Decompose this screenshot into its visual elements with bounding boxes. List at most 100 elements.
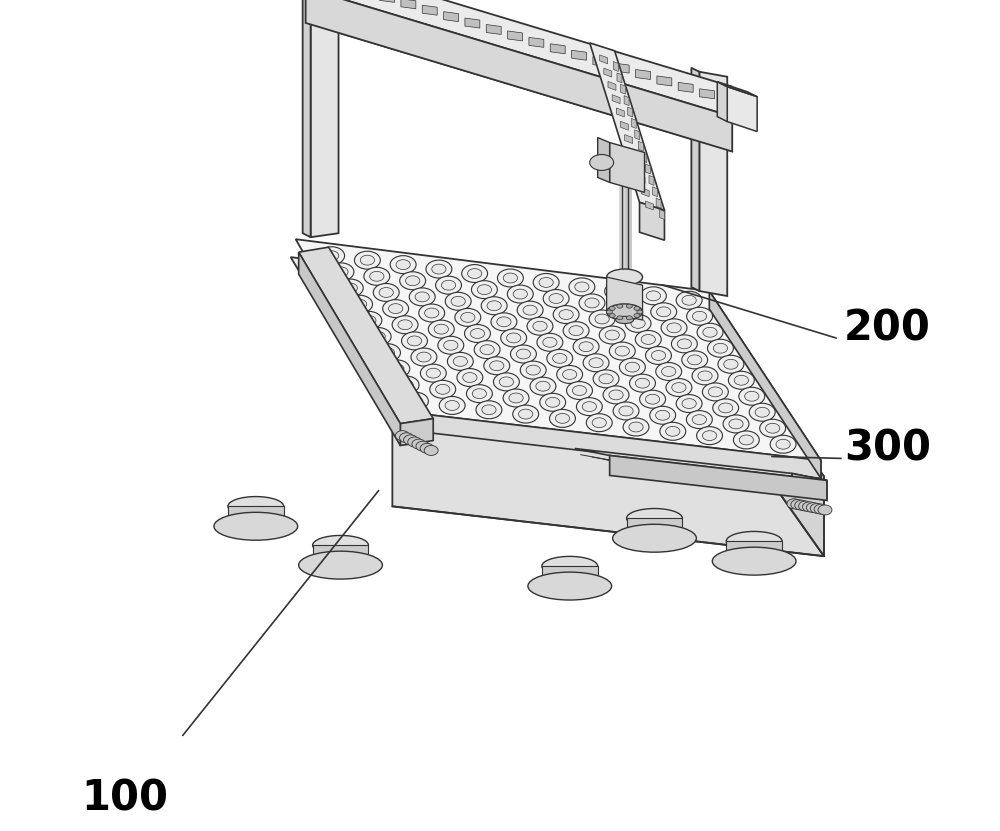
Polygon shape <box>678 82 693 92</box>
Polygon shape <box>590 43 664 210</box>
Ellipse shape <box>635 331 661 348</box>
Ellipse shape <box>607 269 643 285</box>
Polygon shape <box>640 202 664 240</box>
Polygon shape <box>607 277 643 320</box>
Ellipse shape <box>362 316 376 325</box>
Ellipse shape <box>615 347 629 356</box>
Ellipse shape <box>499 377 514 386</box>
Ellipse shape <box>424 445 438 455</box>
Polygon shape <box>465 18 480 28</box>
Ellipse shape <box>471 281 497 298</box>
Text: 300: 300 <box>844 427 931 470</box>
Ellipse shape <box>379 288 393 297</box>
Ellipse shape <box>687 307 713 325</box>
Ellipse shape <box>697 426 723 445</box>
Ellipse shape <box>627 509 682 528</box>
Ellipse shape <box>791 499 805 509</box>
Ellipse shape <box>583 354 609 371</box>
Ellipse shape <box>319 247 345 265</box>
Ellipse shape <box>702 430 717 440</box>
Polygon shape <box>299 252 400 445</box>
Ellipse shape <box>404 435 418 445</box>
Polygon shape <box>400 419 433 445</box>
Ellipse shape <box>637 310 643 314</box>
Ellipse shape <box>609 390 623 400</box>
Polygon shape <box>717 81 757 96</box>
Polygon shape <box>291 257 824 476</box>
Polygon shape <box>610 455 827 500</box>
Polygon shape <box>486 25 501 34</box>
Ellipse shape <box>611 287 625 297</box>
Polygon shape <box>700 89 714 99</box>
Ellipse shape <box>497 317 511 327</box>
Polygon shape <box>625 135 633 144</box>
Ellipse shape <box>702 383 728 401</box>
Ellipse shape <box>477 285 492 294</box>
Ellipse shape <box>325 251 339 261</box>
Ellipse shape <box>537 333 563 352</box>
Ellipse shape <box>396 260 410 269</box>
Ellipse shape <box>607 304 643 320</box>
Ellipse shape <box>579 294 605 312</box>
Polygon shape <box>628 107 633 117</box>
Polygon shape <box>600 55 608 64</box>
Ellipse shape <box>463 372 477 382</box>
Ellipse shape <box>380 347 395 357</box>
Ellipse shape <box>400 433 413 443</box>
Ellipse shape <box>398 320 412 330</box>
Ellipse shape <box>436 276 461 294</box>
Ellipse shape <box>539 278 553 288</box>
Polygon shape <box>572 50 586 60</box>
Ellipse shape <box>640 287 666 305</box>
Ellipse shape <box>555 414 570 423</box>
Ellipse shape <box>513 405 539 423</box>
Ellipse shape <box>603 386 629 404</box>
Ellipse shape <box>629 422 643 432</box>
Polygon shape <box>792 474 827 500</box>
Polygon shape <box>575 449 827 480</box>
Polygon shape <box>604 68 612 77</box>
Ellipse shape <box>776 440 790 450</box>
Ellipse shape <box>682 351 708 369</box>
Ellipse shape <box>439 396 465 415</box>
Ellipse shape <box>412 439 426 449</box>
Ellipse shape <box>507 285 533 303</box>
Ellipse shape <box>613 402 639 420</box>
Ellipse shape <box>724 359 738 369</box>
Polygon shape <box>645 164 650 174</box>
Ellipse shape <box>749 403 775 421</box>
Polygon shape <box>726 541 782 561</box>
Ellipse shape <box>634 307 640 311</box>
Ellipse shape <box>726 532 782 551</box>
Ellipse shape <box>547 349 573 367</box>
Ellipse shape <box>589 358 603 367</box>
Polygon shape <box>704 307 824 556</box>
Ellipse shape <box>375 344 400 361</box>
Ellipse shape <box>389 303 403 313</box>
Ellipse shape <box>734 376 748 386</box>
Ellipse shape <box>461 312 475 322</box>
Ellipse shape <box>640 391 666 408</box>
Ellipse shape <box>493 373 519 391</box>
Ellipse shape <box>516 349 531 359</box>
Ellipse shape <box>472 389 487 399</box>
Ellipse shape <box>533 273 559 292</box>
Ellipse shape <box>373 283 399 302</box>
Ellipse shape <box>692 312 707 322</box>
Ellipse shape <box>543 289 569 307</box>
Ellipse shape <box>354 251 380 269</box>
Ellipse shape <box>517 301 543 319</box>
Ellipse shape <box>468 268 482 278</box>
Ellipse shape <box>409 288 435 306</box>
Ellipse shape <box>582 401 597 411</box>
Polygon shape <box>627 519 682 538</box>
Polygon shape <box>699 71 727 296</box>
Ellipse shape <box>625 362 640 372</box>
Ellipse shape <box>708 339 733 357</box>
Ellipse shape <box>360 255 375 265</box>
Ellipse shape <box>299 551 382 579</box>
Polygon shape <box>617 73 622 83</box>
Ellipse shape <box>718 356 744 373</box>
Ellipse shape <box>672 382 686 392</box>
Ellipse shape <box>507 333 521 343</box>
